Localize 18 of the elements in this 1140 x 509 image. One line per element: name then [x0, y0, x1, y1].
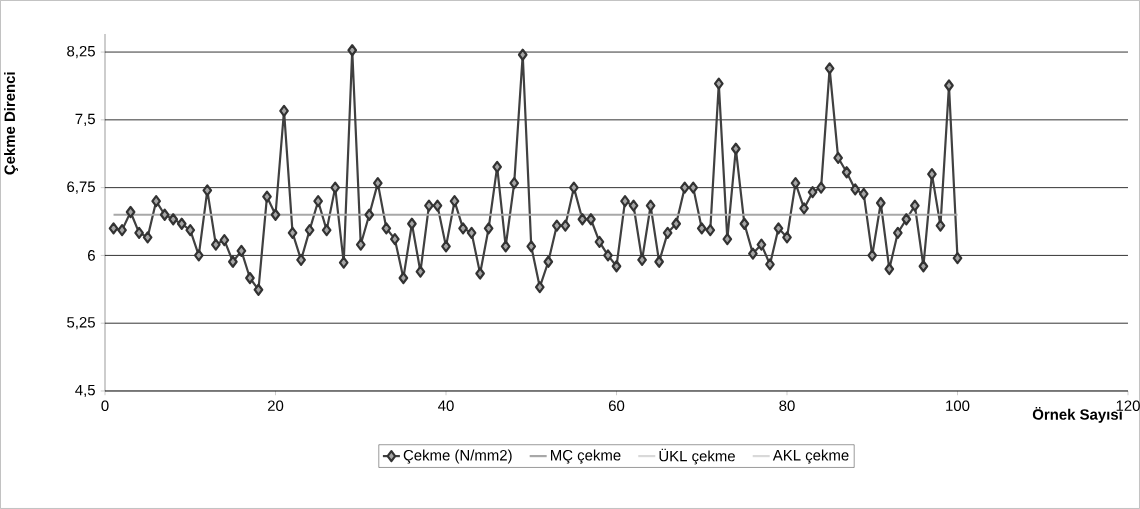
x-tick-label: 60 — [608, 400, 625, 411]
legend-label: ÜKL çekme — [659, 448, 735, 465]
legend-label: Çekme (N/mm2) — [403, 449, 512, 464]
y-tick-label: 6,75 — [67, 181, 95, 194]
y-tick-label: 8,25 — [67, 45, 95, 59]
y-tick-label: 6 — [88, 250, 95, 261]
x-tick-label: 120 — [1116, 400, 1140, 411]
y-tick-label: 4,5 — [75, 384, 95, 398]
x-tick-label: 40 — [438, 400, 454, 411]
y-tick-label: 7,5 — [75, 113, 95, 126]
y-axis-title: Çekme Direnci — [4, 72, 18, 175]
x-tick-label: 100 — [946, 400, 970, 411]
x-tick-label: 80 — [779, 400, 795, 411]
legend-label: AKL çekme — [772, 449, 849, 464]
x-tick-label: 0 — [101, 400, 109, 411]
x-tick-label: 20 — [267, 400, 284, 411]
y-tick-label: 5,25 — [67, 317, 95, 330]
legend-label: MÇ çekme — [550, 449, 621, 464]
